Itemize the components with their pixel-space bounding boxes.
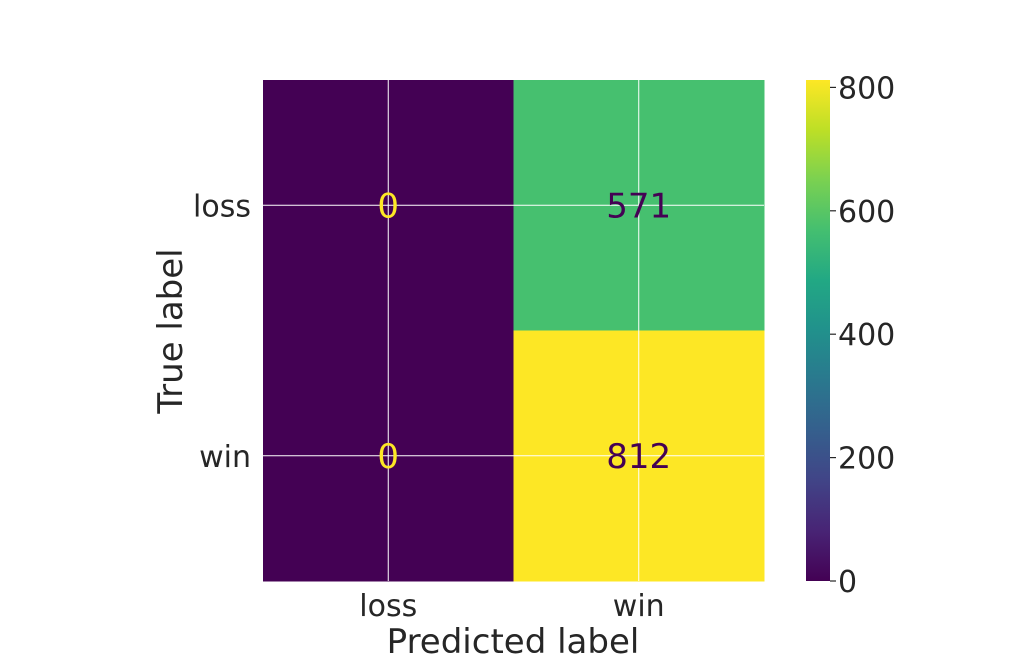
cell-value-label: 0 (377, 186, 399, 226)
cell-value-label: 0 (377, 437, 399, 477)
colorbar-tick-label: 400 (838, 318, 895, 353)
colorbar (806, 80, 830, 581)
colorbar-tick-label: 200 (838, 442, 895, 477)
colorbar-tick-label: 800 (838, 71, 895, 106)
colorbar-tick-label: 0 (838, 565, 857, 600)
cell-value-label: 571 (606, 186, 671, 226)
y-tick-label: win (199, 440, 251, 475)
y-tick-label: loss (193, 189, 251, 224)
x-tick-label: win (613, 589, 665, 624)
colorbar-tick-label: 600 (838, 195, 895, 230)
y-axis-label: True label (151, 248, 191, 414)
x-axis-label: Predicted label (387, 622, 640, 662)
x-tick-label: loss (359, 589, 417, 624)
cell-value-label: 812 (606, 437, 671, 477)
